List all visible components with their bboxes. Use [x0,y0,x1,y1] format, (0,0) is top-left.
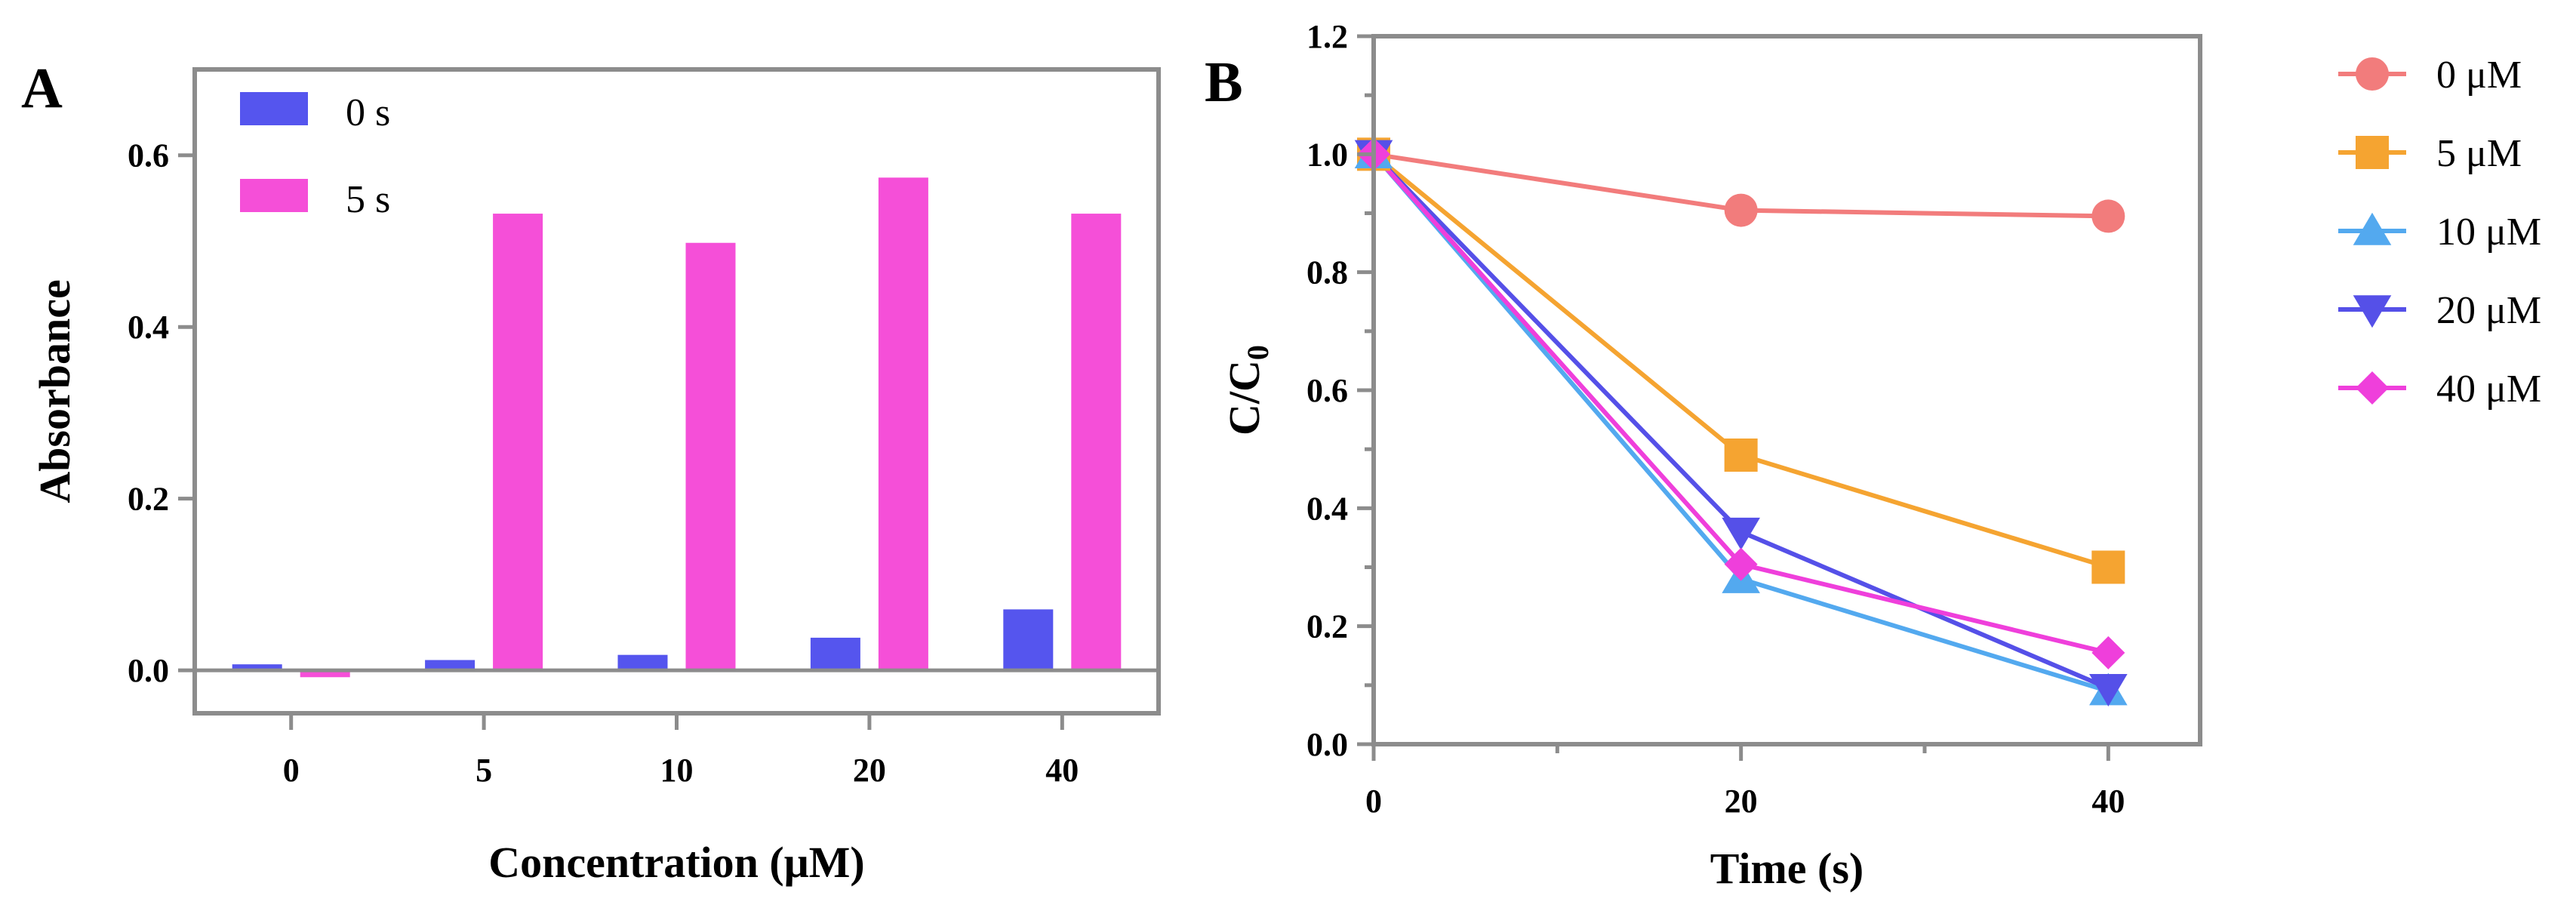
y-tick-label: 1.2 [1306,18,1348,55]
legend-marker [2356,136,2389,169]
bar-0s-5 [425,660,475,671]
data-point-series-1 [2091,550,2125,584]
bar-0s-40 [1003,609,1054,671]
data-point-series-1 [1724,438,1758,472]
legend-label: 0 s [346,91,390,134]
y-axis-ticks: 0.0 0.2 0.4 0.6 0.8 1.0 1.2 [1306,18,1374,763]
x-axis-title: Concentration (μM) [488,838,864,887]
bar-5s-20 [878,177,928,671]
legend-label: 10 μM [2436,211,2541,254]
legend: 0 μM 5 μM 10 μM 20 μM 40 μM [2338,54,2541,411]
bar-0s-10 [617,654,668,671]
y-tick-label: 0.4 [128,309,169,346]
legend-label: 0 μM [2436,54,2522,97]
y-tick-label: 0.4 [1306,490,1348,527]
y-tick-label: 0.6 [128,137,169,174]
series-line-2 [1371,152,2110,694]
plot-frame [1371,34,2202,746]
panel-a-bar-chart: A 0.0 0.2 0.4 0.6 0 5 10 20 40 0 s 5 s Concentra… [21,57,1161,887]
x-tick-label: 40 [1045,752,1079,789]
x-tick-label: 10 [660,752,694,789]
legend-swatch [240,179,308,212]
x-tick-label: 40 [2091,783,2125,820]
panel-b-label: B [1205,51,1243,114]
y-tick-label: 1.0 [1306,136,1348,173]
bar-group [232,177,1122,678]
x-tick-label: 0 [283,752,300,789]
bar-5s-10 [685,242,736,671]
legend-swatch [240,92,308,125]
y-axis-ticks: 0.0 0.2 0.4 0.6 [128,137,195,689]
bar-0s-20 [810,637,860,671]
y-axis-title: C/C0 [1220,345,1275,435]
data-point-series-3 [1722,517,1760,550]
x-axis-title: Time (s) [1710,844,1864,893]
y-tick-label: 0.6 [1306,372,1348,409]
y-tick-label: 0.2 [128,481,169,518]
bar-5s-0 [300,670,350,678]
y-axis-title-main: C/C [1220,360,1269,435]
legend-label: 20 μM [2436,289,2541,332]
series-markers [1354,136,2128,706]
legend-marker [2356,57,2389,91]
data-point-series-4 [2091,636,2125,669]
y-tick-label: 0.8 [1306,254,1348,291]
panel-b-line-chart: B 0.0 0.2 0.4 0.6 0.8 1.0 1.2 0 20 40 Time (s) C… [1205,18,2541,893]
x-tick-label: 20 [853,752,886,789]
data-point-series-0 [1724,193,1758,227]
y-tick-label: 0.0 [128,652,169,689]
bar-5s-40 [1071,214,1122,671]
legend-label: 5 s [346,178,390,221]
bar-0s-0 [232,664,282,671]
y-tick-label: 0.0 [1306,726,1348,763]
legend-label: 40 μM [2436,368,2541,411]
data-point-series-3 [2089,674,2128,706]
data-point-series-0 [2091,199,2125,233]
legend-label: 5 μM [2436,132,2522,175]
panel-a-label: A [21,57,63,120]
series-lines [1371,152,2110,694]
x-tick-label: 20 [1725,783,1758,820]
legend-marker [2356,371,2389,405]
x-axis-ticks: 0 20 40 [1365,744,2125,820]
legend: 0 s 5 s [240,91,390,221]
x-tick-label: 5 [475,752,492,789]
x-tick-label: 0 [1365,783,1382,820]
legend-marker [2353,295,2392,328]
legend-marker [2353,212,2392,245]
y-axis-title-subscript: 0 [1241,345,1275,360]
bar-5s-5 [493,214,543,671]
x-axis-ticks: 0 5 10 20 40 [283,713,1079,789]
y-tick-label: 0.2 [1306,608,1348,645]
series-line-3 [1371,152,2110,691]
y-axis-title: Absorbance [30,279,79,503]
data-point-series-4 [1724,547,1758,581]
